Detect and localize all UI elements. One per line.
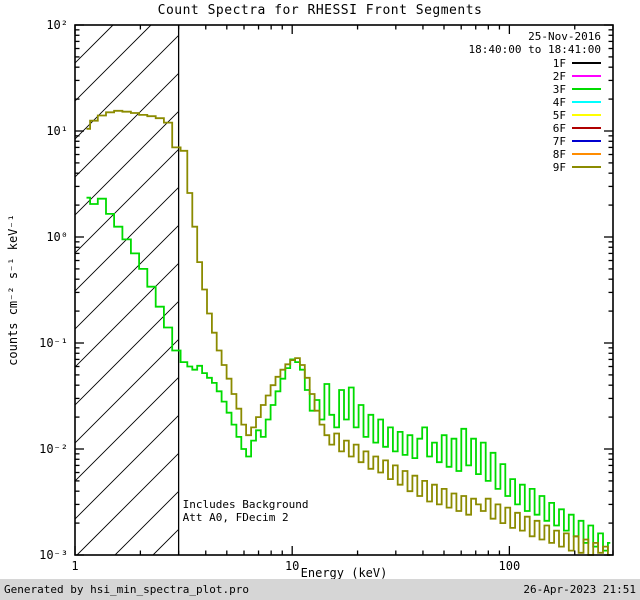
legend-entry-6F: 6F [553,122,601,135]
footer-timestamp: 26-Apr-2023 21:51 [523,583,636,596]
series-group [86,109,611,556]
svg-text:5F: 5F [553,109,566,122]
svg-text:10⁻³: 10⁻³ [39,548,68,562]
axis-ticks [74,24,614,556]
svg-text:3F: 3F [553,83,566,96]
legend-entry-7F: 7F [553,135,601,148]
svg-text:Includes Background: Includes Background [183,498,309,511]
svg-text:10²: 10² [46,18,68,32]
axis-tick-labels: 1 10 100 10² 10¹ 10⁰ 10⁻¹ 10⁻² 10⁻³ [39,18,520,573]
x-axis-label: Energy (keV) [301,566,388,579]
plot-frame [74,24,614,556]
legend-entry-1F: 1F [553,57,601,70]
svg-text:6F: 6F [553,122,566,135]
series-9F-path [86,109,611,556]
svg-text:1: 1 [71,559,78,573]
svg-text:2F: 2F [553,70,566,83]
svg-text:100: 100 [499,559,521,573]
series-3F-path [86,196,611,552]
svg-text:10: 10 [285,559,299,573]
svg-text:10⁻¹: 10⁻¹ [39,336,68,350]
legend-entry-5F: 5F [553,109,601,122]
legend-entry-9F: 9F [553,161,601,174]
spectra-chart: 1 10 100 10² 10¹ 10⁰ 10⁻¹ 10⁻² 10⁻³ Energy (keV) c… [6,18,614,579]
legend-entry-3F: 3F [553,83,601,96]
svg-text:10⁻²: 10⁻² [39,442,68,456]
svg-text:1F: 1F [553,57,566,70]
chart-title: Count Spectra for RHESSI Front Segments [157,3,483,18]
legend-entry-2F: 2F [553,70,601,83]
svg-text:10¹: 10¹ [46,124,68,138]
legend-entry-8F: 8F [553,148,601,161]
footer-generator-text: Generated by hsi_min_spectra_plot.pro [4,583,250,596]
svg-text:8F: 8F [553,148,566,161]
legend-entry-4F: 4F [553,96,601,109]
svg-text:18:40:00 to 18:41:00: 18:40:00 to 18:41:00 [469,43,601,56]
y-axis-label: counts cm⁻² s⁻¹ keV⁻¹ [6,214,20,366]
svg-text:9F: 9F [553,161,566,174]
hatch-region [75,25,179,555]
svg-text:Att A0, FDecim 2: Att A0, FDecim 2 [183,511,289,524]
svg-text:25-Nov-2016: 25-Nov-2016 [528,30,601,43]
svg-text:4F: 4F [553,96,566,109]
footer-bar: Generated by hsi_min_spectra_plot.pro 26… [0,579,640,600]
svg-text:7F: 7F [553,135,566,148]
svg-text:10⁰: 10⁰ [46,230,68,244]
